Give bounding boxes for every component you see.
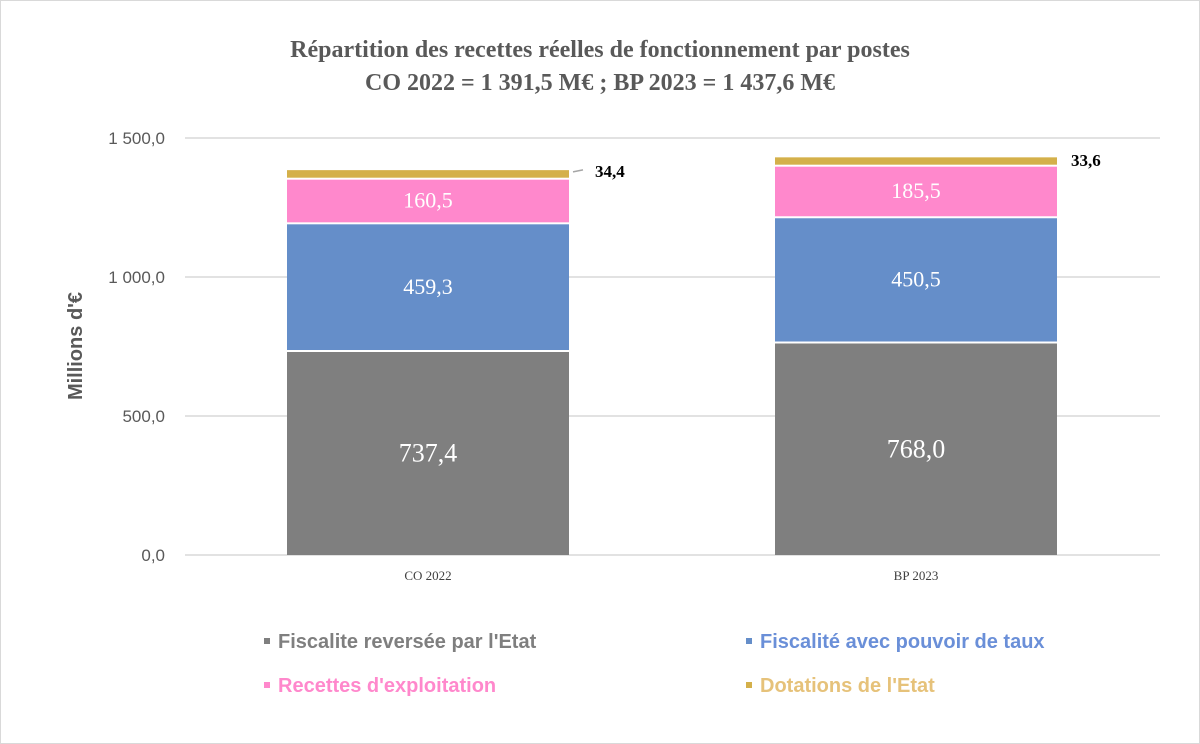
data-label: 160,5 <box>403 188 453 213</box>
bar-segment <box>287 352 569 555</box>
legend-swatch <box>746 637 752 644</box>
y-tick-label: 1 000,0 <box>108 268 165 287</box>
data-label: 737,4 <box>399 439 458 468</box>
data-label: 450,5 <box>891 267 941 292</box>
legend-swatch <box>264 681 270 688</box>
bar-segment <box>775 157 1057 165</box>
legend-label: Dotations de l'Etat <box>760 675 935 697</box>
x-tick-label: BP 2023 <box>894 568 939 583</box>
chart-title-block: Répartition des recettes réelles de fonc… <box>0 34 1200 100</box>
data-label: 768,0 <box>887 434 946 463</box>
bar-segment <box>775 343 1057 555</box>
y-axis-title: Millions d'€ <box>65 292 87 400</box>
legend-item: Recettes d'exploitation <box>264 675 496 698</box>
bar-segment <box>287 170 569 178</box>
leader-line <box>572 169 584 173</box>
chart-title: Répartition des recettes réelles de fonc… <box>290 37 910 63</box>
data-label: 459,3 <box>403 274 453 299</box>
legend-label: Recettes d'exploitation <box>278 675 497 697</box>
legend-label: Fiscalité avec pouvoir de taux <box>760 631 1045 653</box>
chart-subtitle: CO 2022 = 1 391,5 M€ ; BP 2023 = 1 437,6… <box>365 70 835 96</box>
legend-swatch <box>746 681 752 688</box>
data-label: 34,4 <box>595 162 625 181</box>
y-tick-label: 1 500,0 <box>108 129 165 148</box>
legend-item: Dotations de l'Etat <box>746 675 935 698</box>
y-tick-label: 0,0 <box>141 546 165 565</box>
legend-swatch <box>264 637 270 644</box>
y-tick-label: 500,0 <box>122 407 165 426</box>
legend-label: Fiscalite reversée par l'Etat <box>278 631 537 653</box>
bar-segment <box>775 166 1057 217</box>
data-label: 185,5 <box>891 178 941 203</box>
bar-segment <box>775 218 1057 342</box>
x-tick-label: CO 2022 <box>404 568 451 583</box>
legend-item: Fiscalite reversée par l'Etat <box>264 631 536 654</box>
bar-segment <box>287 224 569 351</box>
data-label: 33,6 <box>1071 151 1101 170</box>
bar-segment <box>287 179 569 223</box>
legend-item: Fiscalité avec pouvoir de taux <box>746 631 1045 654</box>
